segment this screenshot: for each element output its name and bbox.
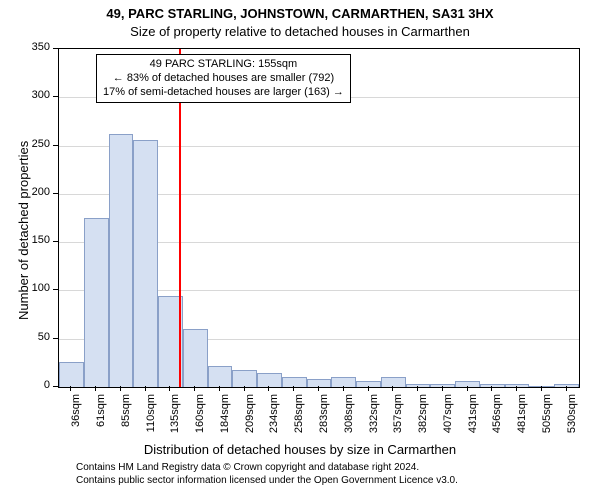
x-tick-label: 530sqm bbox=[566, 394, 578, 444]
x-tick-label: 234sqm bbox=[268, 394, 280, 444]
y-tick-label: 50 bbox=[20, 331, 50, 343]
annotation-line2: ← 83% of detached houses are smaller (79… bbox=[103, 72, 344, 86]
x-tick-mark bbox=[293, 386, 294, 391]
histogram-bar bbox=[59, 362, 84, 387]
x-tick-label: 407sqm bbox=[442, 394, 454, 444]
histogram-bar bbox=[133, 140, 158, 387]
footer-text: Contains HM Land Registry data © Crown c… bbox=[76, 462, 458, 487]
x-tick-label: 135sqm bbox=[169, 394, 181, 444]
chart-container: 49, PARC STARLING, JOHNSTOWN, CARMARTHEN… bbox=[0, 0, 600, 500]
x-tick-label: 184sqm bbox=[219, 394, 231, 444]
y-tick-mark bbox=[53, 96, 58, 97]
y-tick-mark bbox=[53, 193, 58, 194]
y-tick-label: 350 bbox=[20, 41, 50, 53]
x-tick-mark bbox=[219, 386, 220, 391]
annotation-box: 49 PARC STARLING: 155sqm← 83% of detache… bbox=[96, 54, 351, 103]
x-tick-label: 209sqm bbox=[244, 394, 256, 444]
x-tick-mark bbox=[244, 386, 245, 391]
y-tick-label: 200 bbox=[20, 186, 50, 198]
x-tick-label: 61sqm bbox=[95, 394, 107, 444]
x-tick-label: 36sqm bbox=[70, 394, 82, 444]
y-tick-mark bbox=[53, 386, 58, 387]
y-tick-mark bbox=[53, 338, 58, 339]
annotation-line1: 49 PARC STARLING: 155sqm bbox=[103, 58, 344, 72]
x-tick-label: 308sqm bbox=[343, 394, 355, 444]
chart-title-line1: 49, PARC STARLING, JOHNSTOWN, CARMARTHEN… bbox=[0, 6, 600, 21]
annotation-line3: 17% of semi-detached houses are larger (… bbox=[103, 86, 344, 100]
y-tick-label: 100 bbox=[20, 282, 50, 294]
histogram-bar bbox=[430, 384, 455, 387]
y-tick-label: 250 bbox=[20, 138, 50, 150]
x-tick-label: 110sqm bbox=[145, 394, 157, 444]
x-tick-mark bbox=[268, 386, 269, 391]
x-tick-mark bbox=[541, 386, 542, 391]
x-tick-mark bbox=[318, 386, 319, 391]
histogram-bar bbox=[529, 386, 554, 387]
y-tick-mark bbox=[53, 289, 58, 290]
histogram-bar bbox=[554, 384, 579, 387]
x-tick-mark bbox=[343, 386, 344, 391]
histogram-bar bbox=[257, 373, 282, 387]
x-tick-mark bbox=[145, 386, 146, 391]
x-axis-label: Distribution of detached houses by size … bbox=[0, 442, 600, 457]
x-tick-mark bbox=[169, 386, 170, 391]
histogram-bar bbox=[84, 218, 109, 387]
y-tick-mark bbox=[53, 48, 58, 49]
y-tick-mark bbox=[53, 145, 58, 146]
histogram-bar bbox=[455, 381, 480, 387]
histogram-bar bbox=[183, 329, 208, 387]
y-tick-mark bbox=[53, 241, 58, 242]
x-tick-label: 456sqm bbox=[491, 394, 503, 444]
histogram-bar bbox=[109, 134, 134, 387]
x-tick-mark bbox=[95, 386, 96, 391]
x-tick-label: 431sqm bbox=[467, 394, 479, 444]
x-tick-mark bbox=[566, 386, 567, 391]
footer-line1: Contains HM Land Registry data © Crown c… bbox=[76, 462, 458, 475]
x-tick-mark bbox=[417, 386, 418, 391]
x-tick-mark bbox=[120, 386, 121, 391]
x-tick-mark bbox=[392, 386, 393, 391]
y-tick-label: 300 bbox=[20, 89, 50, 101]
x-tick-label: 505sqm bbox=[541, 394, 553, 444]
x-tick-mark bbox=[467, 386, 468, 391]
x-tick-label: 160sqm bbox=[194, 394, 206, 444]
y-tick-label: 150 bbox=[20, 234, 50, 246]
x-tick-label: 382sqm bbox=[417, 394, 429, 444]
x-tick-label: 85sqm bbox=[120, 394, 132, 444]
histogram-bar bbox=[331, 377, 356, 387]
x-tick-label: 258sqm bbox=[293, 394, 305, 444]
x-tick-mark bbox=[491, 386, 492, 391]
x-tick-mark bbox=[70, 386, 71, 391]
chart-title-line2: Size of property relative to detached ho… bbox=[0, 24, 600, 39]
histogram-bar bbox=[356, 381, 381, 387]
footer-line2: Contains public sector information licen… bbox=[76, 475, 458, 488]
x-tick-label: 357sqm bbox=[392, 394, 404, 444]
x-tick-mark bbox=[368, 386, 369, 391]
x-tick-label: 283sqm bbox=[318, 394, 330, 444]
x-tick-mark bbox=[194, 386, 195, 391]
x-tick-label: 332sqm bbox=[368, 394, 380, 444]
histogram-bar bbox=[208, 366, 233, 387]
x-tick-label: 481sqm bbox=[516, 394, 528, 444]
y-tick-label: 0 bbox=[20, 379, 50, 391]
x-tick-mark bbox=[442, 386, 443, 391]
histogram-bar bbox=[232, 370, 257, 387]
x-tick-mark bbox=[516, 386, 517, 391]
